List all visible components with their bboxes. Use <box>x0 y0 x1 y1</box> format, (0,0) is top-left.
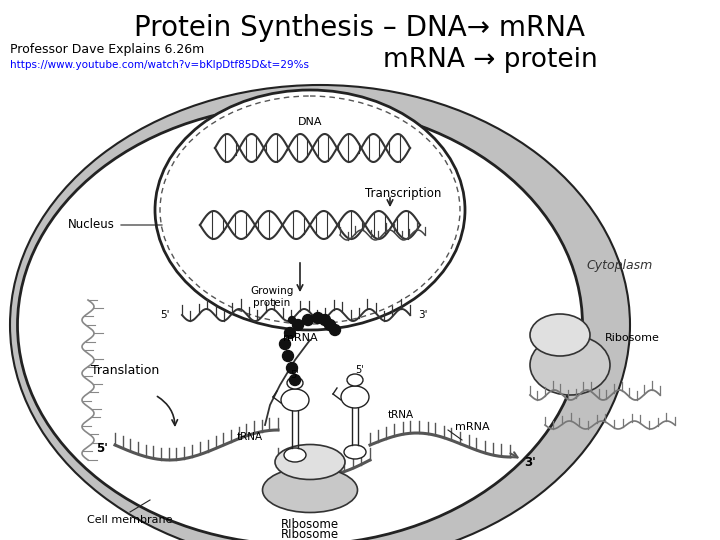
Circle shape <box>325 320 336 330</box>
Text: Cytoplasm: Cytoplasm <box>587 259 653 272</box>
Circle shape <box>279 339 290 349</box>
Ellipse shape <box>17 105 582 540</box>
Circle shape <box>287 362 297 374</box>
Text: mRNA: mRNA <box>283 333 318 343</box>
Ellipse shape <box>341 386 369 408</box>
Ellipse shape <box>344 445 366 459</box>
Circle shape <box>289 316 295 323</box>
Text: https://www.youtube.com/watch?v=bKIpDtf85D&t=29%s: https://www.youtube.com/watch?v=bKIpDtf8… <box>10 60 309 70</box>
Circle shape <box>289 375 300 386</box>
Ellipse shape <box>530 314 590 356</box>
Text: RIbosome: RIbosome <box>281 529 339 540</box>
Circle shape <box>282 350 294 361</box>
Text: DNA: DNA <box>298 117 323 127</box>
Text: Protein Synthesis – DNA→ mRNA: Protein Synthesis – DNA→ mRNA <box>135 14 585 42</box>
Text: 3': 3' <box>418 310 428 320</box>
Ellipse shape <box>287 377 303 389</box>
Text: Professor Dave Explains 6.26m: Professor Dave Explains 6.26m <box>10 44 204 57</box>
Text: mRNA → protein: mRNA → protein <box>382 47 598 73</box>
Text: tRNA: tRNA <box>237 432 263 442</box>
Text: Nucleus: Nucleus <box>68 219 115 232</box>
Text: mRNA: mRNA <box>455 422 490 432</box>
Text: Ribosome: Ribosome <box>605 333 660 343</box>
Circle shape <box>302 314 313 326</box>
Text: 3': 3' <box>524 456 536 469</box>
Circle shape <box>284 327 295 339</box>
Text: 5': 5' <box>356 365 364 375</box>
Text: Translation: Translation <box>91 363 159 376</box>
Circle shape <box>312 313 323 323</box>
Circle shape <box>330 325 341 335</box>
Ellipse shape <box>347 374 363 386</box>
Text: Cell membrane: Cell membrane <box>87 515 173 525</box>
Text: Growing
protein: Growing protein <box>251 286 294 308</box>
Ellipse shape <box>10 85 630 540</box>
Ellipse shape <box>284 448 306 462</box>
Text: 5': 5' <box>291 370 300 380</box>
Ellipse shape <box>530 335 610 395</box>
Circle shape <box>292 320 304 330</box>
Text: Transcription: Transcription <box>365 186 441 199</box>
Ellipse shape <box>281 389 309 411</box>
Text: tRNA: tRNA <box>388 410 414 420</box>
Text: 5': 5' <box>161 310 170 320</box>
Text: 5': 5' <box>96 442 108 455</box>
Ellipse shape <box>155 90 465 330</box>
Ellipse shape <box>275 444 345 480</box>
Ellipse shape <box>263 468 358 512</box>
Text: RIbosome: RIbosome <box>281 518 339 531</box>
Circle shape <box>320 314 330 326</box>
